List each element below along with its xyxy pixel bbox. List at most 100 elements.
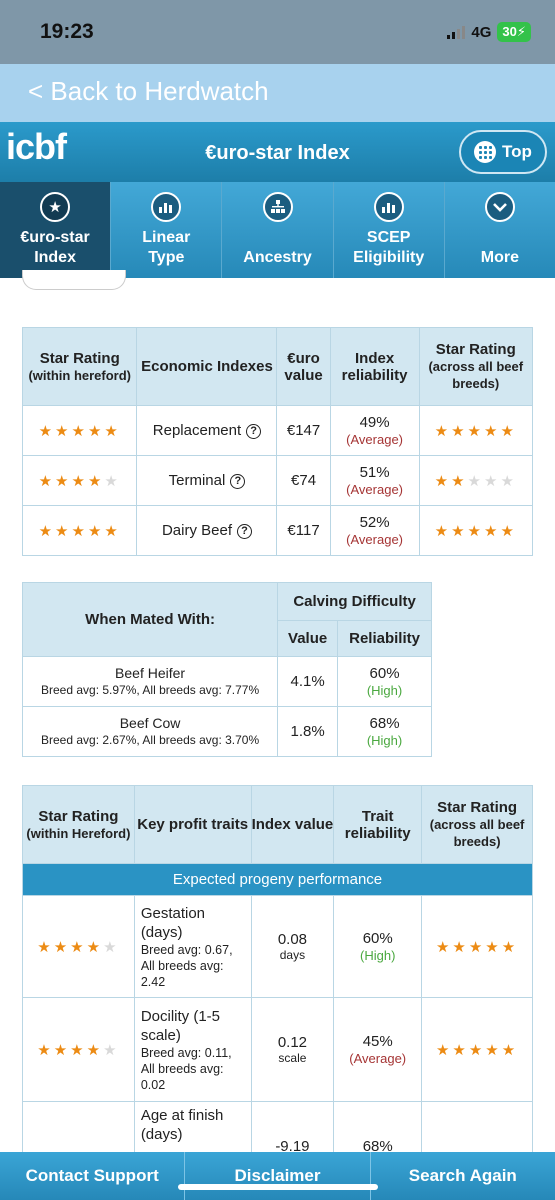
index-value-cell: 0.12 scale [250, 997, 335, 1102]
stars-within: ★★★★★ [22, 997, 135, 1102]
star-icon: ★ [435, 938, 453, 956]
reliability-value: 51% [359, 463, 390, 481]
star-icon: ★ [103, 1041, 120, 1059]
index-value: -9.19 [275, 1138, 310, 1155]
reliability-label: (Average) [349, 1050, 407, 1066]
table-row: ★★★★★ Replacement? €147 49% (Average) ★★★… [21, 405, 534, 456]
euro-value: €117 [276, 505, 331, 556]
trait-breed-avg: Breed avg: 0.11, [140, 1045, 232, 1060]
star-icon: ★ [468, 938, 486, 956]
star-icon: ★ [452, 1041, 469, 1059]
star-icon: ★ [37, 1041, 54, 1059]
index-value-cell: 0.08 days [250, 895, 335, 998]
star-icon: ★ [87, 422, 105, 440]
index-unit: days [279, 948, 306, 962]
back-to-herdwatch-link[interactable]: < Back to Herdwatch [28, 76, 269, 106]
euro-star-index-table: Star Rating (within hereford) Economic In… [21, 327, 534, 556]
euro-value: €74 [276, 455, 331, 506]
tab-scep-eligibility[interactable]: SCEP Eligibility [333, 182, 445, 278]
star-icon: ★ [467, 522, 484, 540]
star-icon: ★ [483, 422, 501, 440]
star-icon: ★ [70, 1041, 87, 1059]
star-icon: ★ [71, 522, 88, 540]
section-header-row: Expected progeny performance [22, 863, 533, 896]
star-icon: ★ [451, 522, 468, 540]
tab-euro-star-index[interactable]: ★ €uro-star Index [0, 182, 112, 278]
tab-label: SCEP Eligibility [353, 229, 425, 266]
col-key-profit-traits: Key profit traits [133, 785, 252, 864]
reliability-cell: 52% (Average) [329, 505, 420, 556]
trait-name: Age at finish (days) [140, 1107, 224, 1143]
tab-label: Linear Type [142, 229, 191, 266]
reliability-label: (Average) [346, 531, 403, 547]
tab-ancestry[interactable]: Ancestry [222, 182, 334, 278]
back-bar: < Back to Herdwatch [0, 64, 555, 122]
top-button[interactable]: Top [459, 130, 547, 174]
col-star-rating-all: Star Rating (across all beef breeds) [418, 327, 534, 406]
table-row: Beef Cow Breed avg: 2.67%, All breeds avg… [21, 706, 432, 757]
tab-more[interactable]: More [444, 182, 555, 278]
col-index-value: Index value [250, 785, 335, 864]
star-icon: ★ [87, 472, 105, 490]
reliability-cell: 45% (Average) [333, 997, 423, 1102]
mated-with-name: Beef Cow [119, 714, 181, 731]
help-icon[interactable]: ? [246, 424, 262, 439]
page-title: €uro-star Index [205, 142, 350, 164]
index-value: 0.12 [277, 1034, 308, 1051]
status-bar: 19:23 4G 30⚡ [0, 0, 555, 64]
reliability-label: (Average) [346, 481, 403, 497]
col-star-rating-within: Star Rating (within hereford) [21, 327, 138, 406]
stars-all: ★★★★★ [418, 405, 534, 456]
stars-within: ★★★★★ [21, 455, 138, 506]
index-name: Dairy Beef [161, 522, 232, 539]
status-icons: 4G 30⚡ [447, 22, 531, 42]
index-unit: scale [278, 1051, 307, 1065]
star-icon: ★ [434, 472, 452, 490]
search-again-button[interactable]: Search Again [369, 1152, 555, 1200]
reliability-label: (High) [366, 732, 403, 748]
battery-icon: 30⚡ [497, 22, 531, 42]
disclaimer-button[interactable]: Disclaimer [184, 1152, 369, 1200]
euro-value: €147 [276, 405, 331, 456]
reliability-cell: 60% (High) [333, 895, 423, 998]
star-icon: ★ [71, 472, 88, 490]
index-name: Terminal [168, 472, 226, 489]
col-star-rating-all: Star Rating (across all beef breeds) [421, 785, 533, 864]
help-icon[interactable]: ? [230, 474, 246, 489]
mated-with-avg: Breed avg: 5.97%, All breeds avg: 7.77% [41, 682, 260, 697]
star-rating: ★★★★★ [37, 1042, 119, 1059]
star-rating: ★★★★★ [435, 473, 517, 490]
mated-with-cell: Beef Cow Breed avg: 2.67%, All breeds avg… [21, 706, 279, 757]
reliability-value: 68% [369, 714, 400, 732]
star-icon: ★ [500, 522, 517, 540]
star-icon: ★ [38, 522, 56, 540]
header-label: Star Rating [38, 807, 119, 825]
star-icon: ★ [53, 938, 71, 956]
star-icon: ★ [103, 938, 120, 956]
star-icon: ★ [87, 522, 105, 540]
table-row: ★★★★★ Terminal? €74 51% (Average) ★★★★★ [21, 455, 534, 506]
tab-linear-type[interactable]: Linear Type [111, 182, 223, 278]
signal-icon [447, 25, 466, 39]
help-icon[interactable]: ? [236, 524, 252, 539]
tab-label: €uro-star Index [20, 229, 90, 266]
col-euro-value: €uro value [276, 327, 331, 406]
index-value: 0.08 [277, 931, 308, 948]
contact-support-button[interactable]: Contact Support [25, 1166, 159, 1185]
col-trait-reliability: Trait reliability [333, 785, 423, 864]
star-icon: ★ [485, 1041, 502, 1059]
star-icon: ★ [38, 472, 56, 490]
stars-all: ★★★★★ [418, 505, 534, 556]
trait-name: Gestation (days) [140, 904, 206, 941]
star-icon: ★ [104, 472, 121, 490]
mated-with-avg: Breed avg: 2.67%, All breeds avg: 3.70% [41, 732, 260, 747]
network-label: 4G [471, 23, 492, 41]
mated-with-name: Beef Heifer [115, 664, 186, 681]
index-name: Replacement [152, 422, 242, 439]
trait-cell: Docility (1-5 scale) Breed avg: 0.11, All … [133, 997, 252, 1102]
reliability-value: 68% [362, 1138, 393, 1155]
reliability-value: 49% [359, 413, 390, 431]
star-rating: ★★★★★ [39, 473, 121, 490]
star-icon: ★ [501, 1041, 519, 1059]
reliability-cell: 60% (High) [337, 656, 432, 707]
